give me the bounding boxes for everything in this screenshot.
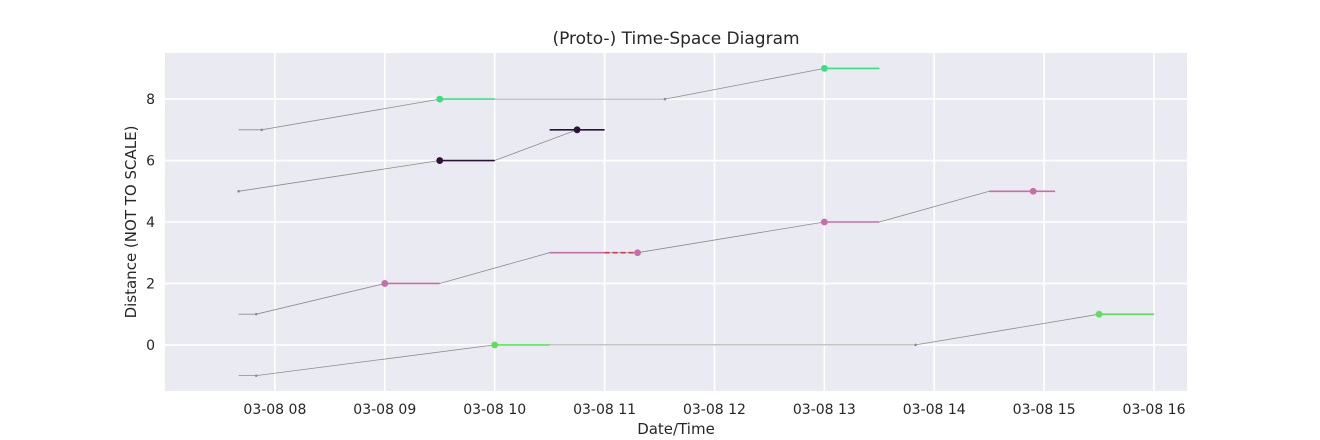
waypoint-marker <box>663 97 667 101</box>
x-axis-title: Date/Time <box>637 420 715 438</box>
x-tick-label: 03-08 08 <box>243 402 306 418</box>
x-tick-label: 03-08 11 <box>573 402 636 418</box>
stop-marker <box>573 126 581 134</box>
stop-marker <box>634 249 641 257</box>
x-tick-label: 03-08 13 <box>793 402 856 418</box>
stop-marker <box>1095 310 1103 318</box>
waypoint-marker <box>237 189 240 193</box>
x-tick-label: 03-08 12 <box>683 402 746 418</box>
y-tick-label: 4 <box>146 215 155 231</box>
y-tick-label: 6 <box>146 154 155 170</box>
stop-marker <box>820 64 828 72</box>
waypoint-marker <box>914 343 917 347</box>
waypoint-marker <box>260 128 264 132</box>
series-track-4 <box>238 64 880 132</box>
stop-marker <box>1029 187 1037 195</box>
x-axis: 03-08 08 03-08 09 03-08 10 03-08 11 03-08 12… <box>243 402 1185 418</box>
x-tick-label: 03-08 10 <box>463 402 526 418</box>
stop-marker <box>491 341 499 349</box>
y-tick-label: 8 <box>146 92 155 108</box>
series-track-2 <box>238 187 1056 316</box>
stop-marker <box>820 218 828 226</box>
x-tick-label: 03-08 15 <box>1013 402 1076 418</box>
y-axis-title: Distance (NOT TO SCALE) <box>122 126 140 319</box>
series-track-3 <box>237 126 605 193</box>
x-tick-label: 03-08 09 <box>353 402 416 418</box>
y-axis: 0 2 4 6 8 <box>146 92 155 354</box>
waypoint-marker <box>254 312 258 316</box>
x-tick-label: 03-08 14 <box>903 402 966 418</box>
series-layer <box>237 64 1155 377</box>
y-tick-label: 0 <box>146 338 155 354</box>
series-track-1 <box>238 310 1155 377</box>
y-tick-label: 2 <box>146 276 155 292</box>
stop-marker <box>436 95 444 103</box>
x-tick-label: 03-08 16 <box>1123 402 1186 418</box>
stop-marker <box>436 157 444 164</box>
stop-marker <box>381 280 389 287</box>
chart-title: (Proto-) Time-Space Diagram <box>552 29 799 49</box>
waypoint-marker <box>254 374 258 377</box>
